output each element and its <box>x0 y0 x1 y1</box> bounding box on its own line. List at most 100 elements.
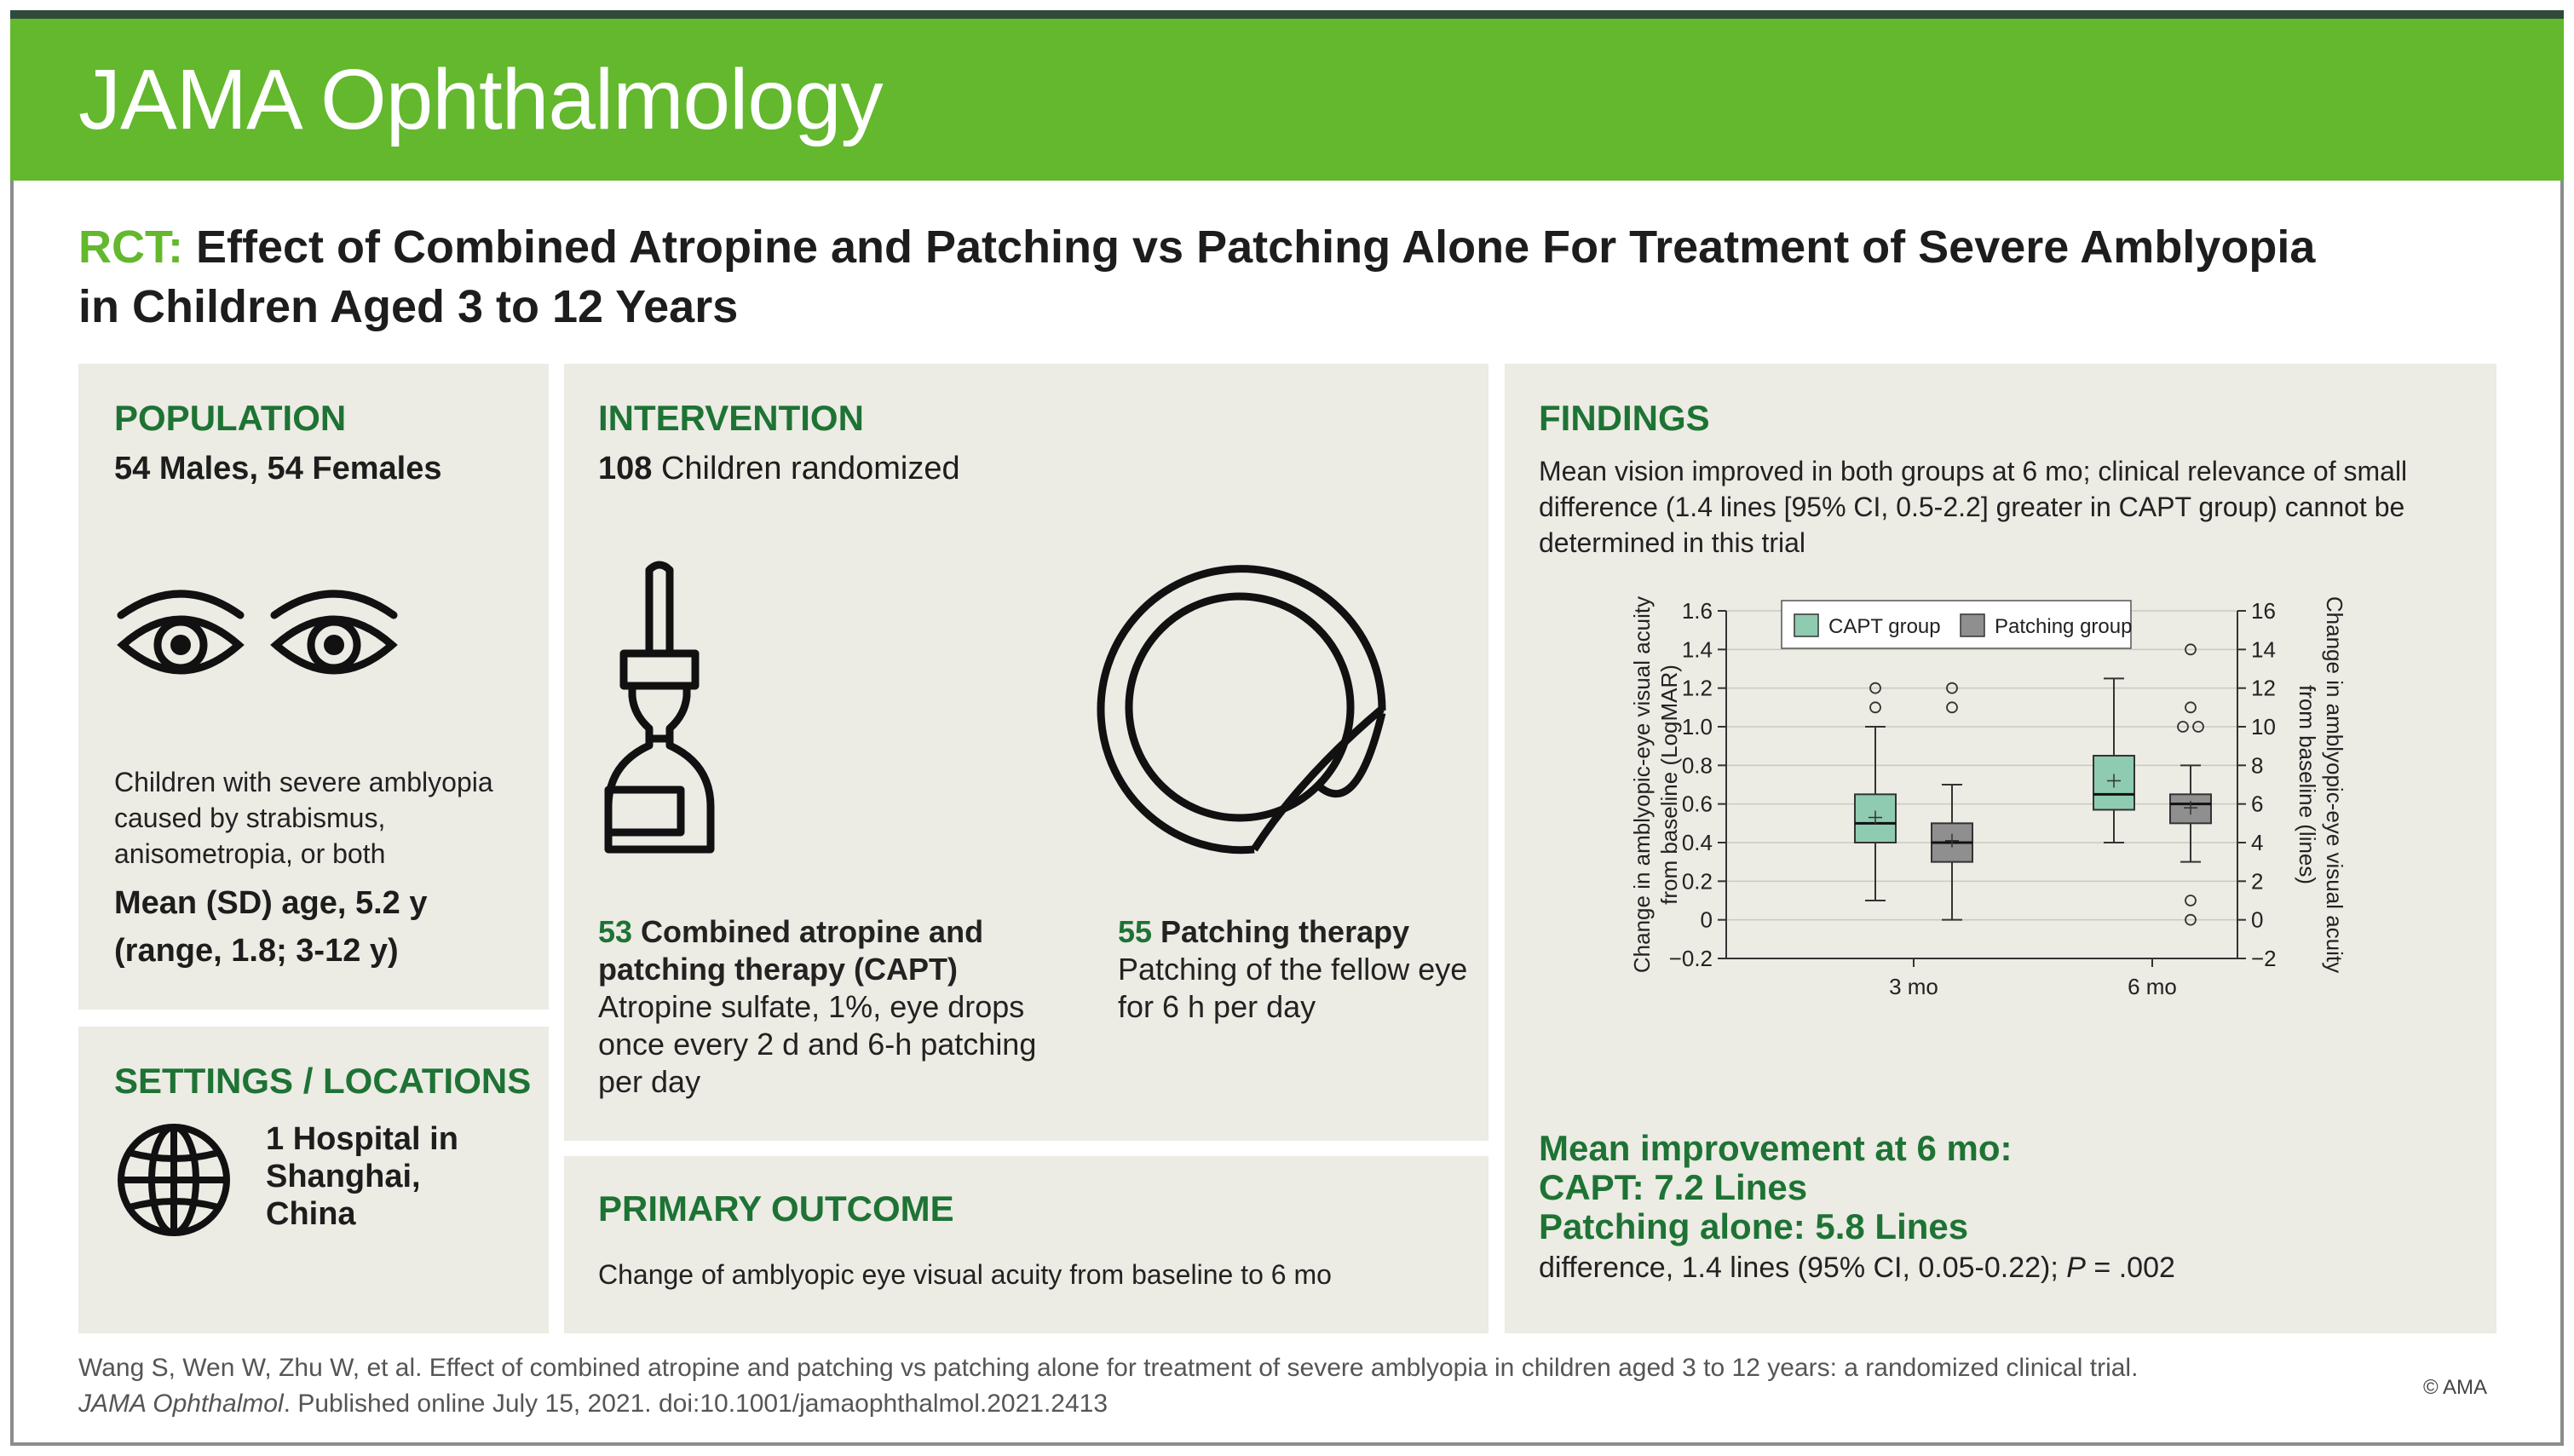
outlier-point <box>2185 643 2197 656</box>
chart-legend: CAPT group Patching group <box>1781 600 2132 649</box>
journal-title: JAMA Ophthalmology <box>78 52 884 147</box>
patch-count: 55 <box>1118 914 1153 949</box>
patch-desc-line: for 6 h per day <box>1118 989 1316 1024</box>
capt-title-b: patching therapy (CAPT) <box>598 952 959 987</box>
outlier-point <box>1946 701 1958 714</box>
x-tick-label: 6 mo <box>2128 974 2177 999</box>
findings-panel: FINDINGS Mean vision improved in both gr… <box>1505 364 2496 1333</box>
randomized-text: Children randomized <box>652 451 960 486</box>
left-tick-label: 1.0 <box>1682 714 1713 740</box>
outlier-point <box>1869 701 1881 714</box>
eye-drop-bottle-icon <box>604 561 715 854</box>
primary-outcome-panel: PRIMARY OUTCOME Change of amblyopic eye … <box>564 1156 1489 1333</box>
left-tick-label: 0.8 <box>1682 752 1713 778</box>
citation-journal: JAMA Ophthalmol <box>78 1390 284 1418</box>
findings-title: FINDINGS <box>1539 398 1710 438</box>
difference-statistic: difference, 1.4 lines (95% CI, 0.05-0.22… <box>1539 1250 2175 1286</box>
citation-line2: . Published online July 15, 2021. doi:10… <box>283 1390 1108 1418</box>
chart-axes: 1.6 16 1.4 14 1.2 12 1.0 10 0.8 8 0.6 6 0.4 4 0.2 2 0 0 −0… <box>1669 598 2277 999</box>
outlier-point <box>1869 682 1881 694</box>
population-description: Children with severe amblyopia caused by… <box>114 764 493 872</box>
article-headline: RCT: Effect of Combined Atropine and Pat… <box>78 217 2464 337</box>
population-desc-line: anisometropia, or both <box>114 838 386 869</box>
right-tick-label: 2 <box>2251 868 2263 894</box>
journal-header-bar <box>10 10 2564 181</box>
globe-icon <box>118 1124 230 1236</box>
eyes-icon <box>117 590 398 675</box>
population-panel: POPULATION 54 Males, 54 Females Children… <box>78 364 549 1010</box>
location-line: China <box>266 1196 356 1232</box>
outlier-point <box>2177 721 2189 733</box>
population-counts: 54 Males, 54 Females <box>114 451 442 486</box>
citation: Wang S, Wen W, Zhu W, et al. Effect of c… <box>78 1350 2138 1422</box>
population-desc-line: caused by strabismus, <box>114 803 386 833</box>
left-tick-label: −0.2 <box>1669 946 1713 971</box>
population-title: POPULATION <box>114 398 347 438</box>
location-line: 1 Hospital in <box>266 1121 458 1157</box>
left-tick-label: 0 <box>1701 907 1713 933</box>
patch-title: Patching therapy <box>1152 914 1410 949</box>
outlier-point <box>2185 701 2197 714</box>
location-line: Shanghai, <box>266 1159 421 1194</box>
mean-improvement-block: Mean improvement at 6 mo: CAPT: 7.2 Line… <box>1539 1129 2012 1246</box>
left-tick-label: 0.4 <box>1682 830 1713 855</box>
findings-text-line: Mean vision improved in both groups at 6… <box>1539 456 2408 486</box>
eye-patch-icon <box>1097 565 1386 855</box>
capt-desc-line: once every 2 d and 6-h patching <box>598 1027 1037 1062</box>
legend-swatch <box>1794 613 1819 637</box>
population-age: Mean (SD) age, 5.2 y (range, 1.8; 3-12 y… <box>114 879 427 975</box>
p-symbol: P <box>2066 1252 2086 1284</box>
headline-line2: in Children Aged 3 to 12 Years <box>78 281 739 332</box>
y-axis-label-right-line: Change in amblyopic-eye visual acuity <box>2322 596 2347 973</box>
y-axis-label-left-line: Change in amblyopic-eye visual acuity <box>1629 596 1655 973</box>
y-axis-label-left: Change in amblyopic-eye visual acuityfro… <box>1629 596 1682 973</box>
right-tick-label: 14 <box>2251 636 2276 662</box>
legend-label: Patching group <box>1995 615 2132 638</box>
p-value: = .002 <box>2085 1252 2175 1284</box>
age-range-line: (range, 1.8; 3-12 y) <box>114 933 399 969</box>
findings-text-line: determined in this trial <box>1539 527 1806 558</box>
chart-boxes <box>1854 643 2212 926</box>
left-tick-label: 1.4 <box>1682 636 1713 662</box>
intervention-title: INTERVENTION <box>598 398 864 438</box>
y-axis-label-right: Change in amblyopic-eye visual acuityfro… <box>2295 596 2347 973</box>
outlier-point <box>2185 913 2197 926</box>
population-desc-line: Children with severe amblyopia <box>114 767 493 797</box>
right-tick-label: 6 <box>2251 791 2263 817</box>
box-plot-chart: 1.6 16 1.4 14 1.2 12 1.0 10 0.8 8 0.6 6 0.4 4 0.2 2 0 0 −0… <box>1629 596 2347 999</box>
capt-count: 53 <box>598 914 633 949</box>
left-tick-label: 0.2 <box>1682 868 1713 894</box>
intervention-panel: INTERVENTION 108 Children randomized 53 … <box>564 364 1489 1141</box>
right-tick-label: −2 <box>2251 946 2277 971</box>
outlier-point <box>2192 721 2204 733</box>
randomized-count: 108 <box>598 451 653 486</box>
findings-text: Mean vision improved in both groups at 6… <box>1539 453 2407 561</box>
capt-desc-line: Atropine sulfate, 1%, eye drops <box>598 989 1025 1024</box>
legend-frame <box>1781 600 2132 649</box>
settings-panel: SETTINGS / LOCATIONS 1 Hospital in Shang… <box>78 1027 549 1333</box>
patching-arm: 55 Patching therapy Patching of the fell… <box>1118 913 1467 1026</box>
outlier-point <box>2185 895 2197 906</box>
findings-text-line: difference (1.4 lines [95% CI, 0.5-2.2] … <box>1539 492 2405 522</box>
settings-title: SETTINGS / LOCATIONS <box>114 1061 532 1101</box>
capt-arm: 53 Combined atropine and patching therap… <box>598 913 1036 1101</box>
capt-desc-line: per day <box>598 1064 701 1099</box>
left-tick-label: 0.6 <box>1682 791 1713 817</box>
primary-outcome-title: PRIMARY OUTCOME <box>598 1188 954 1229</box>
outlier-point <box>1946 682 1958 694</box>
y-axis-label-right-line: from baseline (lines) <box>2295 685 2320 884</box>
chart-grid <box>1726 610 2237 959</box>
y-axis-label-left-line: from baseline (LogMAR) <box>1656 665 1682 905</box>
left-tick-label: 1.6 <box>1682 598 1713 624</box>
right-tick-label: 8 <box>2251 752 2263 778</box>
right-tick-label: 12 <box>2251 676 2276 701</box>
copyright: © AMA <box>2422 1376 2487 1399</box>
patching-result: Patching alone: 5.8 Lines <box>1539 1206 1969 1246</box>
right-tick-label: 10 <box>2251 714 2276 740</box>
left-tick-label: 1.2 <box>1682 676 1713 701</box>
right-tick-label: 16 <box>2251 598 2276 624</box>
headline-prefix: RCT: <box>78 222 183 273</box>
legend-label: CAPT group <box>1828 615 1941 638</box>
right-tick-label: 4 <box>2251 830 2263 855</box>
headline-line1: Effect of Combined Atropine and Patching… <box>196 222 2316 273</box>
